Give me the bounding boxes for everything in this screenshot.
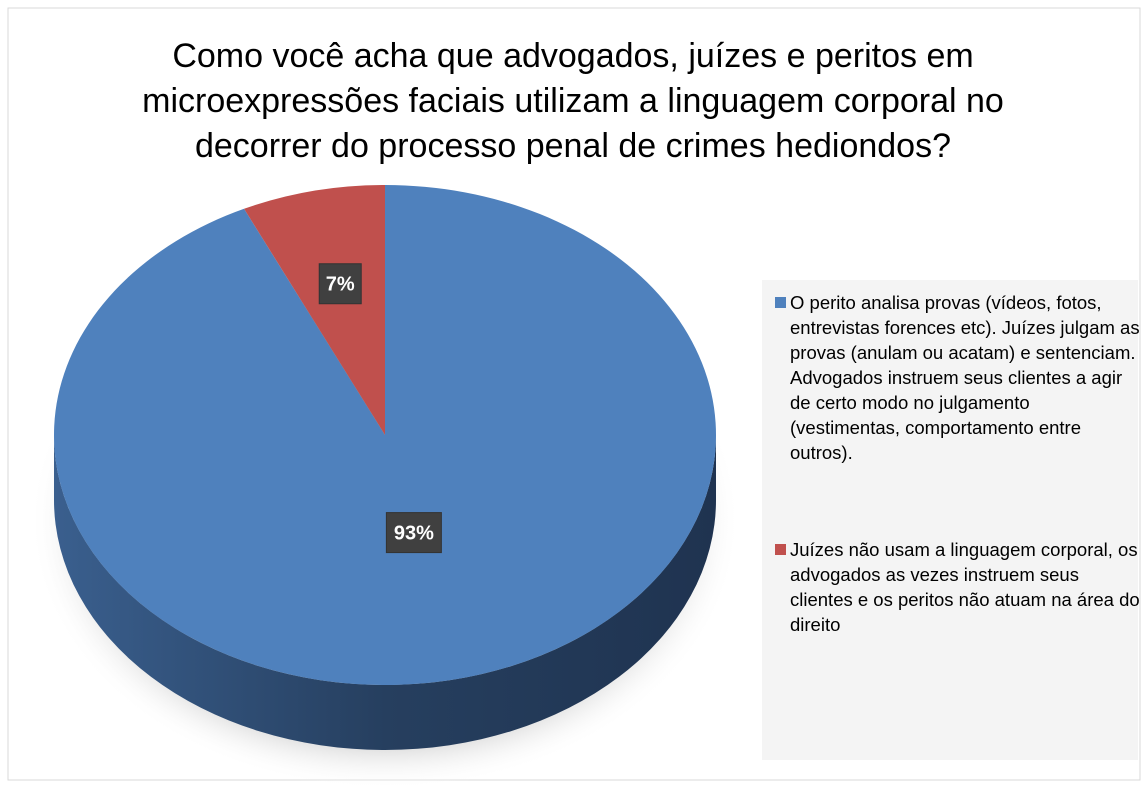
data-label-box (318, 263, 362, 305)
legend-swatch (775, 544, 786, 555)
pie-slice-side (54, 435, 716, 750)
data-label-box (385, 512, 442, 554)
legend-label: O perito analisa provas (vídeos, fotos, … (790, 292, 1140, 463)
legend-swatch (775, 297, 786, 308)
chart-border (7, 7, 1141, 781)
data-label: 7% (326, 274, 355, 296)
legend-area (762, 280, 1138, 760)
legend-label: Juízes não usam a linguagem corporal, os… (790, 539, 1140, 635)
data-label: 93% (394, 523, 434, 545)
pie-slice (244, 185, 385, 435)
pie-slice (54, 185, 716, 686)
chart-title: Como você acha que advogados, juízes e p… (142, 37, 1004, 165)
